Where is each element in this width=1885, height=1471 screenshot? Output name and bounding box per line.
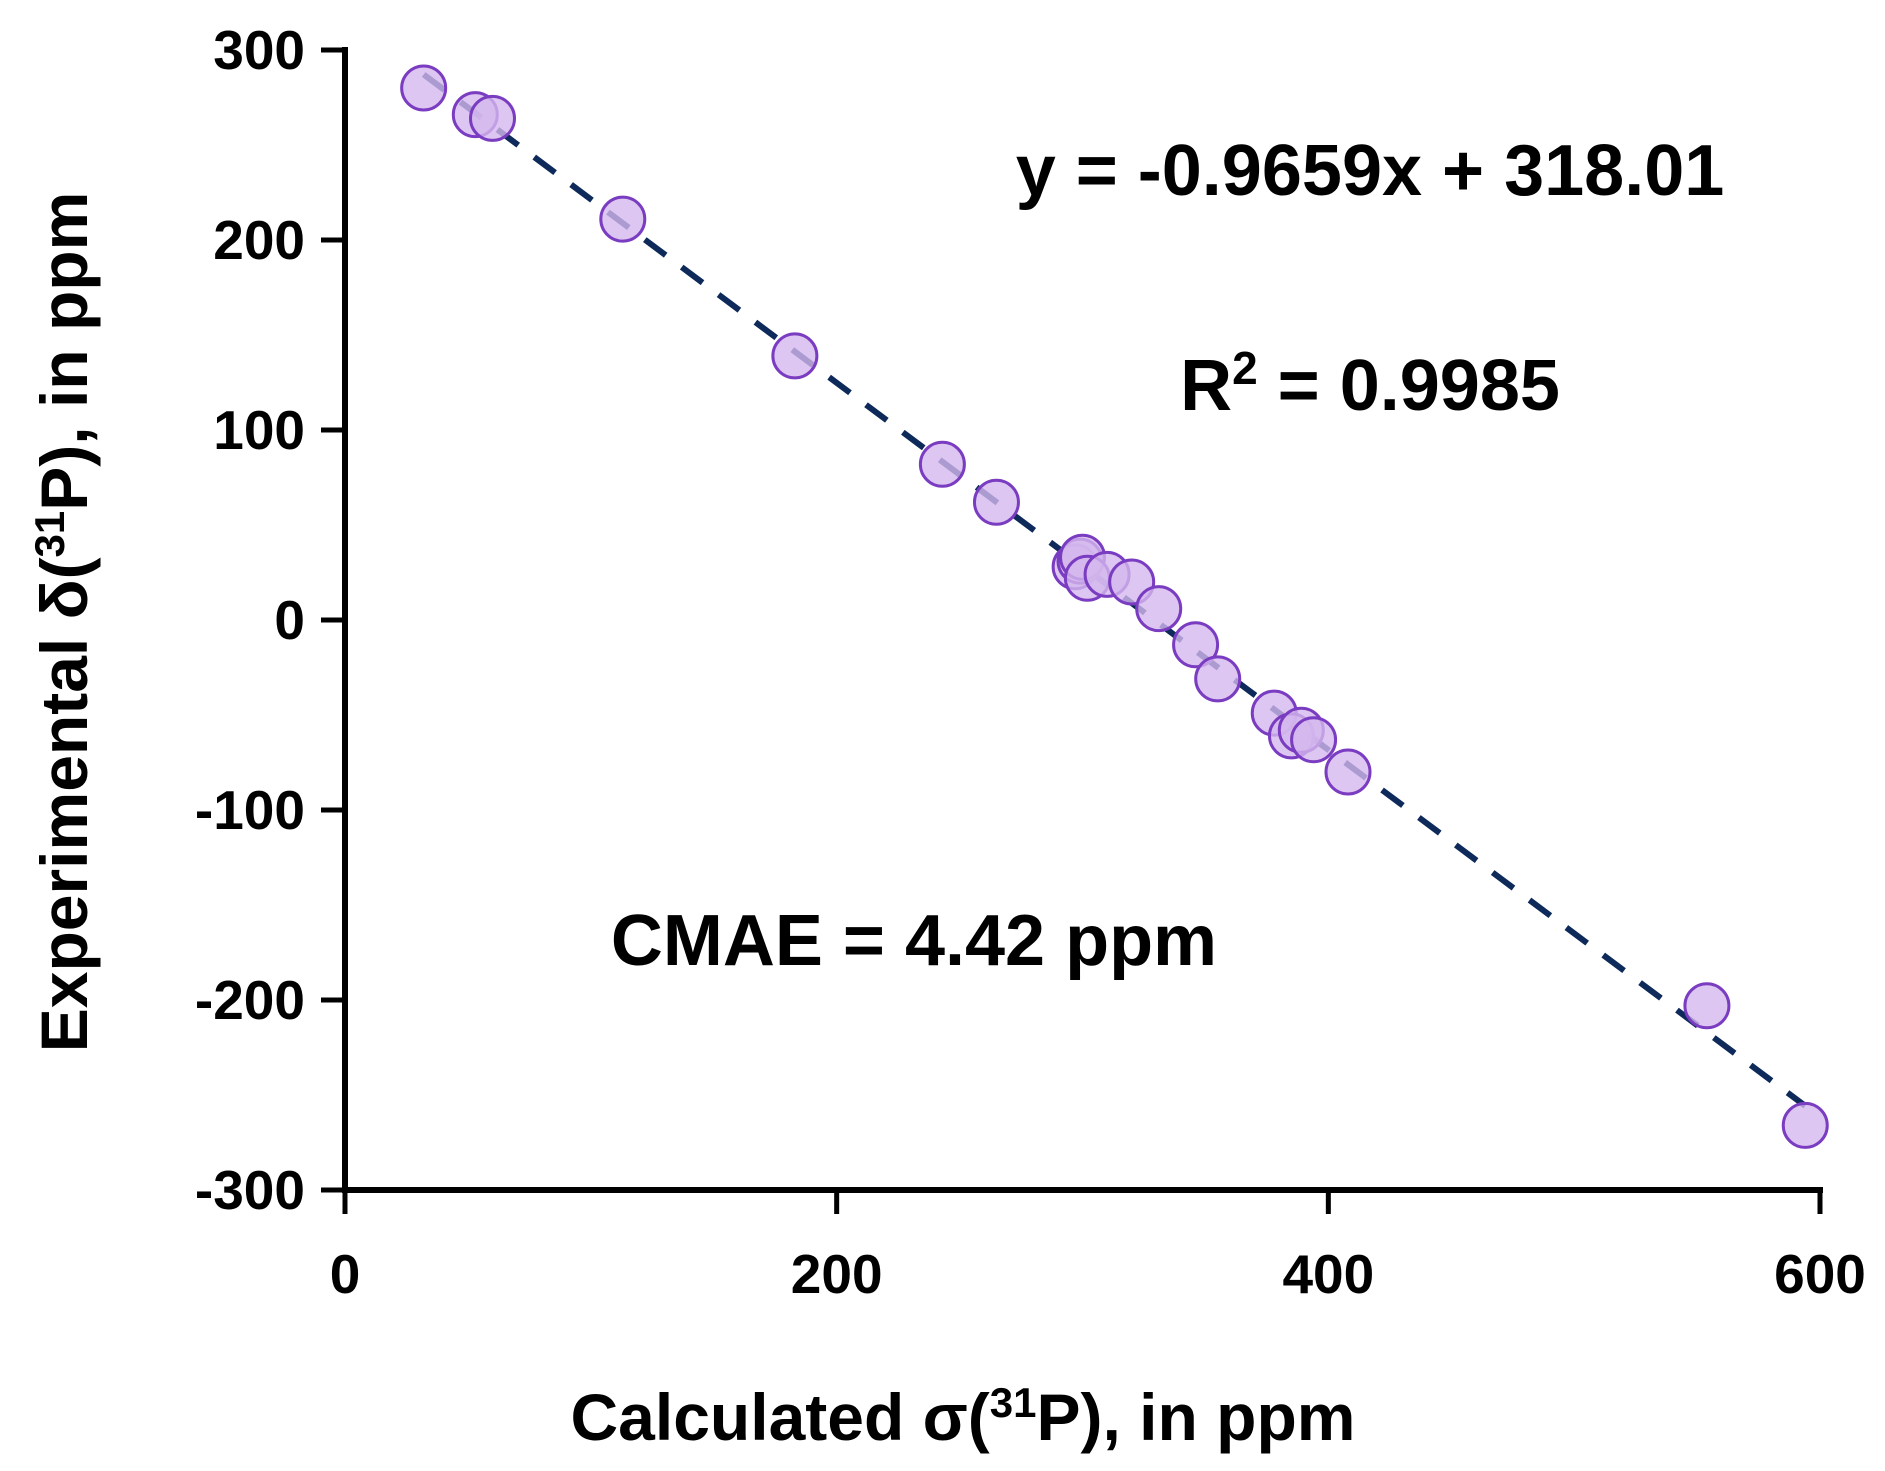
- trendline: [421, 72, 1808, 1109]
- x-tick-label: 600: [1774, 1243, 1866, 1305]
- data-point: [1683, 982, 1731, 1030]
- y-axis-title: Experimental δ(31P), in ppm: [26, 192, 102, 1053]
- y-axis-ticks: -300 -200 -100 0 100 200 300: [195, 19, 345, 1221]
- y-tick-label: -300: [195, 1159, 305, 1221]
- y-tick-label: 100: [213, 399, 305, 461]
- data-point: [599, 195, 647, 243]
- equation-annotation: y = -0.9659x + 318.01: [1016, 131, 1725, 211]
- data-point: [1135, 585, 1183, 633]
- x-axis-title: Calculated σ(31P), in ppm: [571, 1379, 1356, 1455]
- trendline-layer: [421, 72, 1808, 1109]
- data-point: [972, 478, 1020, 526]
- x-axis-ticks: 0 200 400 600: [330, 1190, 1866, 1305]
- y-tick-label: 200: [213, 209, 305, 271]
- x-tick-label: 400: [1282, 1243, 1374, 1305]
- data-point: [1324, 748, 1372, 796]
- r-squared-annotation: R2 = 0.9985: [1180, 342, 1560, 426]
- data-points-layer: [400, 64, 1829, 1149]
- y-tick-label: 0: [274, 589, 305, 651]
- data-point: [1194, 655, 1242, 703]
- data-point: [1781, 1101, 1829, 1149]
- data-point: [400, 64, 448, 112]
- y-tick-label: -200: [195, 969, 305, 1031]
- data-point: [469, 94, 516, 142]
- x-tick-label: 200: [791, 1243, 883, 1305]
- data-point: [918, 440, 966, 488]
- x-tick-label: 0: [330, 1243, 361, 1305]
- data-point: [1172, 621, 1220, 669]
- data-point: [1290, 716, 1338, 764]
- cmae-annotation: CMAE = 4.42 ppm: [611, 901, 1217, 981]
- y-tick-label: -100: [195, 779, 305, 841]
- y-tick-label: 300: [213, 19, 305, 81]
- data-point: [771, 332, 819, 380]
